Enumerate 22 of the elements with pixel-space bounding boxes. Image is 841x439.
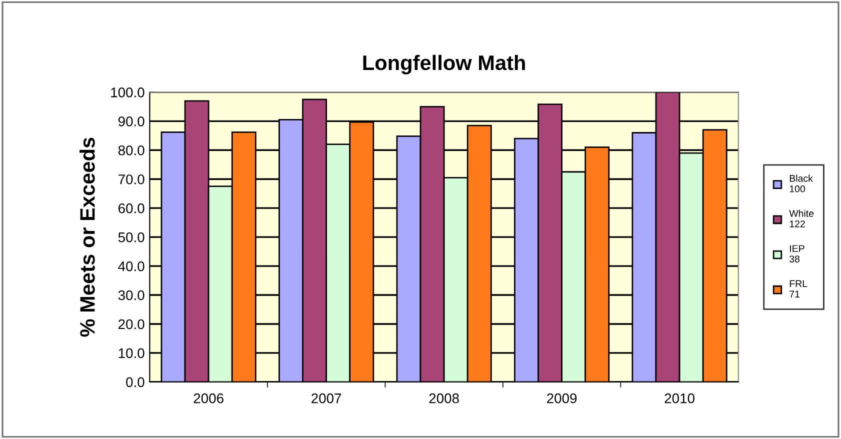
legend-label: White 122 [789, 210, 814, 228]
x-tick-label: 2007 [312, 393, 342, 404]
y-tick-label: 60.0 [118, 203, 144, 214]
y-tick-label: 40.0 [118, 261, 144, 272]
y-tick-label: 90.0 [118, 116, 144, 126]
legend-label: FRL 71 [790, 280, 808, 298]
legend-label: Black 100 [790, 174, 813, 192]
chart-title: Longfellow Math [363, 54, 525, 74]
y-axis-title: % Meets or Exceeds [80, 138, 95, 337]
x-tick-label: 2008 [429, 393, 459, 404]
x-tick-label: 2009 [547, 393, 577, 404]
y-tick-label: 0.0 [126, 377, 144, 388]
x-tick-label: 2006 [194, 393, 224, 404]
y-tick-label: 70.0 [118, 174, 144, 184]
y-tick-label: 50.0 [118, 232, 144, 242]
legend-label: IEP 38 [790, 245, 804, 262]
x-tick-label: 2010 [664, 393, 694, 404]
y-tick-label: 10.0 [118, 348, 144, 358]
y-tick-label: 20.0 [118, 319, 144, 330]
y-tick-label: 80.0 [118, 145, 144, 156]
y-tick-label: 100.0 [111, 88, 144, 98]
y-tick-label: 30.0 [118, 290, 144, 300]
